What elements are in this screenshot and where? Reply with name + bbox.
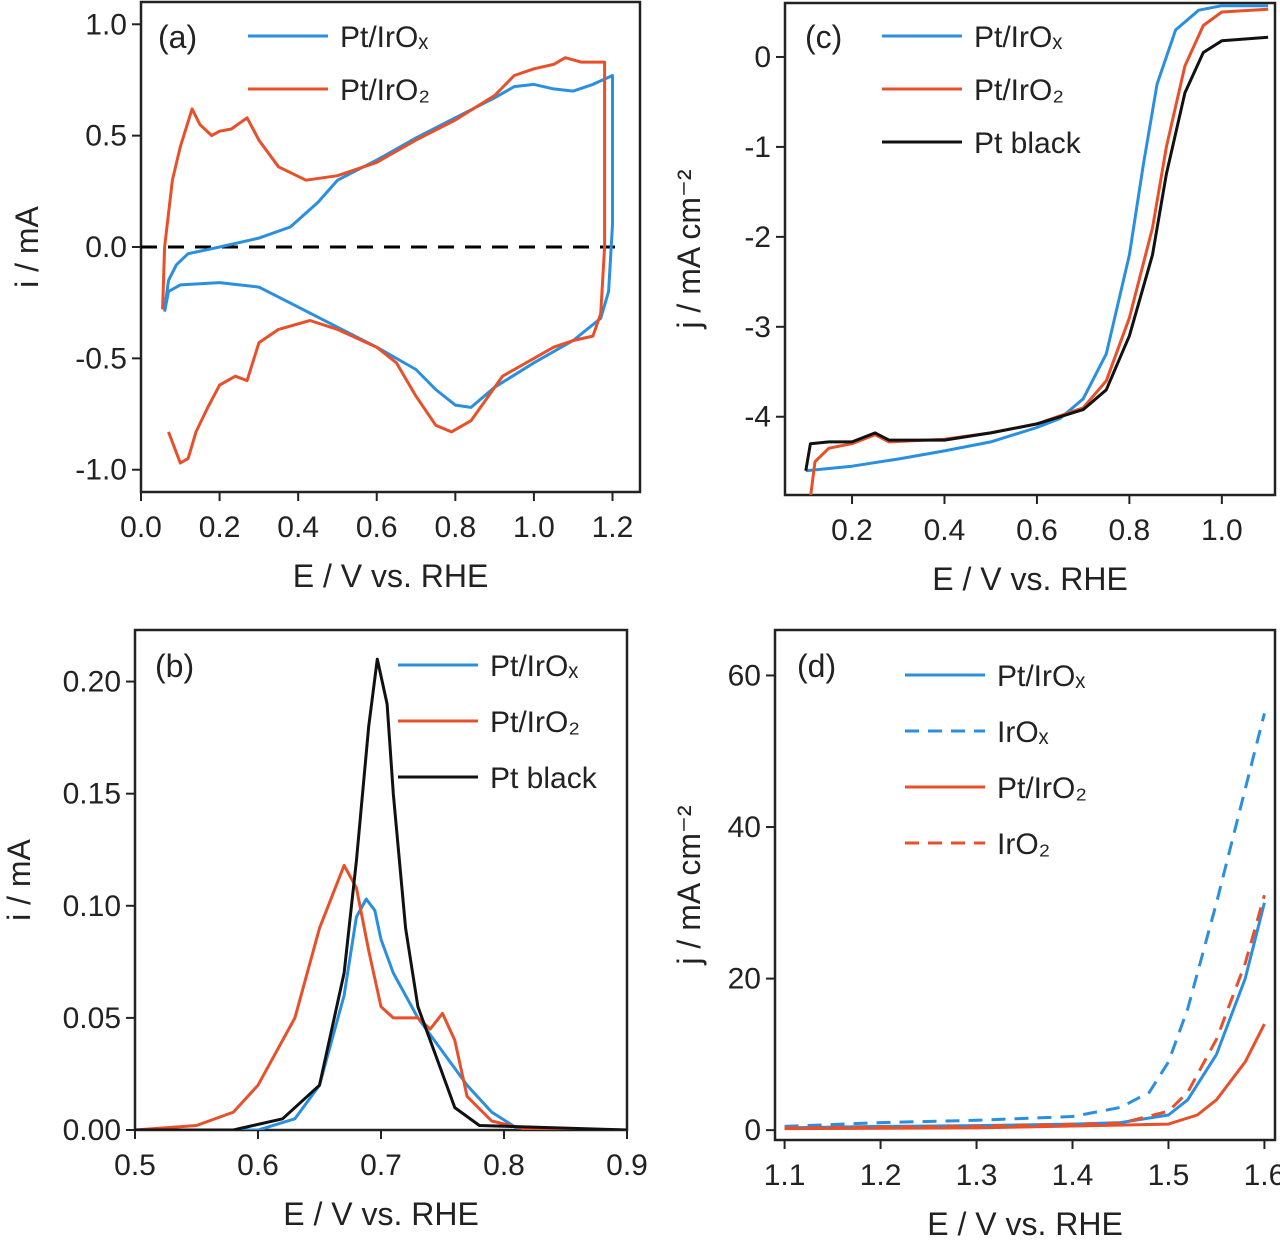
series-line-0 <box>784 902 1266 1130</box>
x-tick-label: 1.1 <box>764 1159 806 1192</box>
legend-label: Pt/IrO₂ <box>340 74 430 107</box>
y-tick-label: -0.5 <box>75 342 127 375</box>
y-tick-label: -1 <box>744 131 771 164</box>
legend-label: Pt black <box>974 127 1082 160</box>
x-tick-label: 0.6 <box>1016 514 1058 547</box>
legend-label: Pt/IrO₂ <box>974 74 1064 107</box>
y-tick-label: -3 <box>744 311 771 344</box>
x-tick-label: 1.2 <box>592 511 634 544</box>
legend-label: Pt/IrOₓ <box>997 660 1085 693</box>
panel-label: (a) <box>158 19 197 55</box>
x-tick-label: 1.5 <box>1148 1159 1190 1192</box>
legend-label: Pt black <box>490 762 598 795</box>
series-line-0 <box>135 897 627 1130</box>
legend-label: Pt/IrOₓ <box>490 650 578 683</box>
x-tick-label: 0.8 <box>483 1149 525 1182</box>
legend-label: Pt/IrO₂ <box>490 706 580 739</box>
x-tick-label: 1.2 <box>860 1159 902 1192</box>
x-tick-label: 1.0 <box>1201 514 1243 547</box>
plot-frame <box>783 1 1277 497</box>
panel-label: (d) <box>797 648 836 684</box>
panel-d: 1.1 1.2 1.3 1.4 1.5 1.6 0 20 40 60 E / V vs. RHE j … <box>671 628 1280 1242</box>
y-tick-label: 0.5 <box>85 120 127 153</box>
x-tick-label: 0.5 <box>114 1149 156 1182</box>
x-tick-label: 1.4 <box>1052 1159 1094 1192</box>
x-tick-label: 0.8 <box>434 511 476 544</box>
series-line-2 <box>804 35 1269 471</box>
x-tick-label: 0.2 <box>831 514 873 547</box>
legend-label: Pt/IrOₓ <box>340 21 428 54</box>
x-axis-label: E / V vs. RHE <box>927 1206 1123 1242</box>
y-tick-label: -1.0 <box>75 454 127 487</box>
x-tick-label: 0.2 <box>199 511 241 544</box>
panel-label: (c) <box>805 19 842 55</box>
x-tick-label: 0.0 <box>120 511 162 544</box>
series-line-1 <box>161 56 607 465</box>
panel-label: (b) <box>155 648 194 684</box>
plot-frame <box>133 628 629 1132</box>
y-axis-label: i / mA <box>9 205 45 287</box>
legend-label: IrOₓ <box>997 716 1049 749</box>
series-line-2 <box>784 1023 1266 1131</box>
y-tick-label: 0.05 <box>63 1002 121 1035</box>
legend-label: Pt/IrO₂ <box>997 772 1087 805</box>
x-tick-label: 0.8 <box>1109 514 1151 547</box>
y-tick-label: -2 <box>744 221 771 254</box>
x-axis-label: E / V vs. RHE <box>293 558 489 594</box>
series-line-3 <box>784 894 1266 1130</box>
y-tick-label: 20 <box>728 963 761 996</box>
x-tick-label: 0.6 <box>356 511 398 544</box>
x-axis-label: E / V vs. RHE <box>932 561 1128 597</box>
y-tick-label: 0.15 <box>63 778 121 811</box>
y-tick-label: 0.20 <box>63 666 121 699</box>
y-tick-label: 0.00 <box>63 1114 121 1147</box>
y-tick-label: 40 <box>728 811 761 844</box>
legend-label: IrO₂ <box>997 828 1050 861</box>
y-tick-label: 0.0 <box>85 231 127 264</box>
panel-b: 0.5 0.6 0.7 0.8 0.9 0.00 0.05 0.10 0.15 0.20 E / V… <box>1 628 648 1232</box>
series-line-0 <box>163 74 614 409</box>
y-axis-label: j / mA cm⁻² <box>671 805 707 965</box>
x-tick-label: 0.4 <box>277 511 319 544</box>
y-tick-label: 60 <box>728 659 761 692</box>
y-tick-label: 0.10 <box>63 890 121 923</box>
x-tick-label: 1.3 <box>956 1159 998 1192</box>
y-tick-label: 1.0 <box>85 8 127 41</box>
plot-frame <box>773 628 1277 1142</box>
y-axis-label: j / mA cm⁻² <box>671 169 707 329</box>
legend-label: Pt/IrOₓ <box>974 21 1062 54</box>
series-line-0 <box>805 4 1269 473</box>
x-tick-label: 1.0 <box>513 511 555 544</box>
y-axis-label: i / mA <box>1 838 37 920</box>
x-tick-label: 0.7 <box>360 1149 402 1182</box>
x-tick-label: 0.9 <box>606 1149 648 1182</box>
series-line-2 <box>135 657 627 1130</box>
y-tick-label: 0 <box>754 41 771 74</box>
y-tick-label: -4 <box>744 401 771 434</box>
x-tick-label: 0.4 <box>924 514 966 547</box>
series-line-1 <box>135 863 627 1130</box>
y-tick-label: 0 <box>744 1114 761 1147</box>
x-axis-label: E / V vs. RHE <box>283 1196 479 1232</box>
x-tick-label: 1.6 <box>1244 1159 1280 1192</box>
series-line-1 <box>784 713 1266 1128</box>
x-tick-label: 0.6 <box>237 1149 279 1182</box>
panel-a: 0.0 0.2 0.4 0.6 0.8 1.0 1.2 -1.0 -0.5 0.0 0.5 1.0 E … <box>9 0 642 594</box>
panel-c: 0.2 0.4 0.6 0.8 1.0 -4 -3 -2 -1 0 E / V vs. RHE j /… <box>671 1 1277 597</box>
